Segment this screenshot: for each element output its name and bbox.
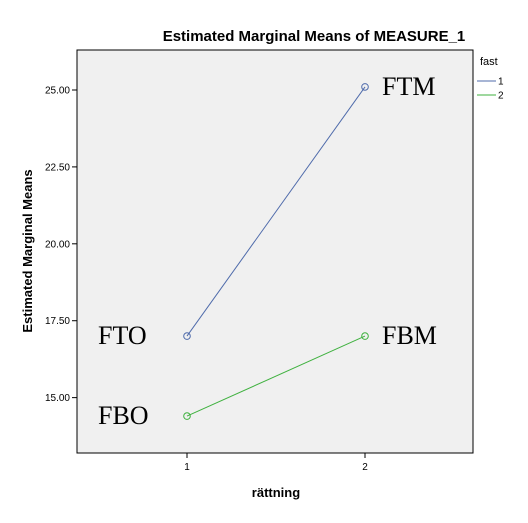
y-tick-label-4: 25.00: [45, 85, 70, 96]
data-point-1-1: [183, 332, 191, 340]
series-line-2: [186, 335, 366, 417]
x-tick-label-0: 1: [184, 462, 190, 473]
series-line-1: [186, 86, 366, 337]
legend-label-1: 1: [498, 77, 504, 88]
legend-title: fast: [480, 56, 498, 68]
annotation-ftm: FTM: [382, 72, 435, 101]
data-point-1-2: [361, 83, 369, 91]
annotation-fto: FTO: [98, 321, 147, 350]
series-layer: [183, 83, 369, 420]
y-tick-label-1: 17.50: [45, 316, 70, 327]
legend-label-2: 2: [498, 91, 504, 102]
annotation-fbm: FBM: [382, 321, 437, 350]
annotation-layer: FTO FTM FBO FBM: [98, 72, 437, 430]
annotation-fbo: FBO: [98, 401, 149, 430]
data-point-2-2: [361, 332, 369, 340]
y-axis-label: Estimated Marginal Means: [20, 169, 35, 332]
axes: 15.00 17.50 20.00 22.50 25.00 1 2: [45, 85, 368, 473]
y-tick-label-2: 20.00: [45, 239, 70, 250]
y-tick-label-0: 15.00: [45, 393, 70, 404]
chart-title: Estimated Marginal Means of MEASURE_1: [163, 28, 466, 45]
y-tick-label-3: 22.50: [45, 162, 70, 173]
x-axis-label: rättning: [252, 485, 300, 500]
plot-area: [76, 49, 474, 454]
data-point-2-1: [183, 412, 191, 420]
x-tick-label-1: 2: [362, 462, 368, 473]
